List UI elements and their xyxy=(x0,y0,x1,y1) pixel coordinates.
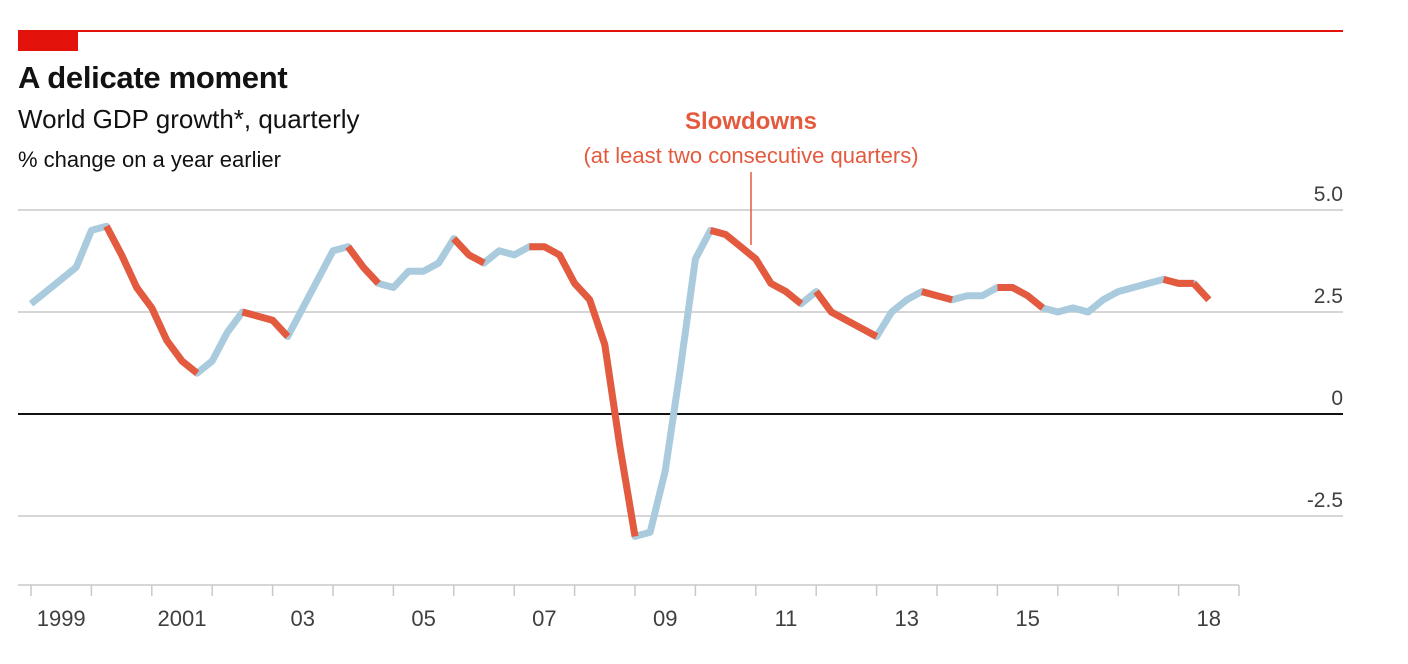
unit-label: % change on a year earlier xyxy=(18,147,281,172)
y-tick-label: 2.5 xyxy=(1314,285,1343,308)
chart-subtitle: World GDP growth*, quarterly xyxy=(18,104,360,134)
series-line-slowdown xyxy=(813,289,879,340)
series-line-slowdown xyxy=(709,227,804,307)
x-tick-label: 13 xyxy=(895,606,919,631)
brand-tag xyxy=(18,31,78,51)
x-tick-label: 18 xyxy=(1197,606,1221,631)
annotation-subtitle: (at least two consecutive quarters) xyxy=(583,143,919,168)
y-axis-tick-labels: 5.0 2.5 0 -2.5 xyxy=(1307,183,1343,512)
top-rule xyxy=(18,30,1343,32)
gdp-growth-series xyxy=(28,222,1212,540)
series-line-slowdown xyxy=(1162,276,1194,287)
series-line-growth xyxy=(28,222,1212,540)
x-tick-label: 2001 xyxy=(158,606,207,631)
x-tick-label: 1999 xyxy=(37,606,86,631)
x-axis: 1999 2001 03 05 07 09 11 13 15 18 xyxy=(18,584,1240,631)
series-line-slowdown xyxy=(529,243,639,537)
y-tick-label: -2.5 xyxy=(1307,489,1343,512)
series-line-slowdown xyxy=(241,308,291,339)
x-tick-label: 15 xyxy=(1015,606,1039,631)
x-tick-label: 03 xyxy=(291,606,315,631)
series-line-slowdown xyxy=(103,224,200,376)
chart-title: A delicate moment xyxy=(18,60,288,95)
series-line-slowdown xyxy=(345,244,381,286)
series-line-slowdown xyxy=(451,236,486,267)
x-tick-label: 07 xyxy=(532,606,556,631)
series-line-slowdown xyxy=(1191,281,1212,303)
x-tick-label: 09 xyxy=(653,606,677,631)
series-line-slowdown xyxy=(920,288,954,304)
x-tick-label: 11 xyxy=(775,606,798,631)
annotation-title: Slowdowns xyxy=(685,108,817,135)
y-tick-label: 0 xyxy=(1331,387,1343,410)
x-tick-label: 05 xyxy=(411,606,435,631)
y-tick-label: 5.0 xyxy=(1314,183,1343,206)
series-line-slowdown xyxy=(997,284,1045,311)
